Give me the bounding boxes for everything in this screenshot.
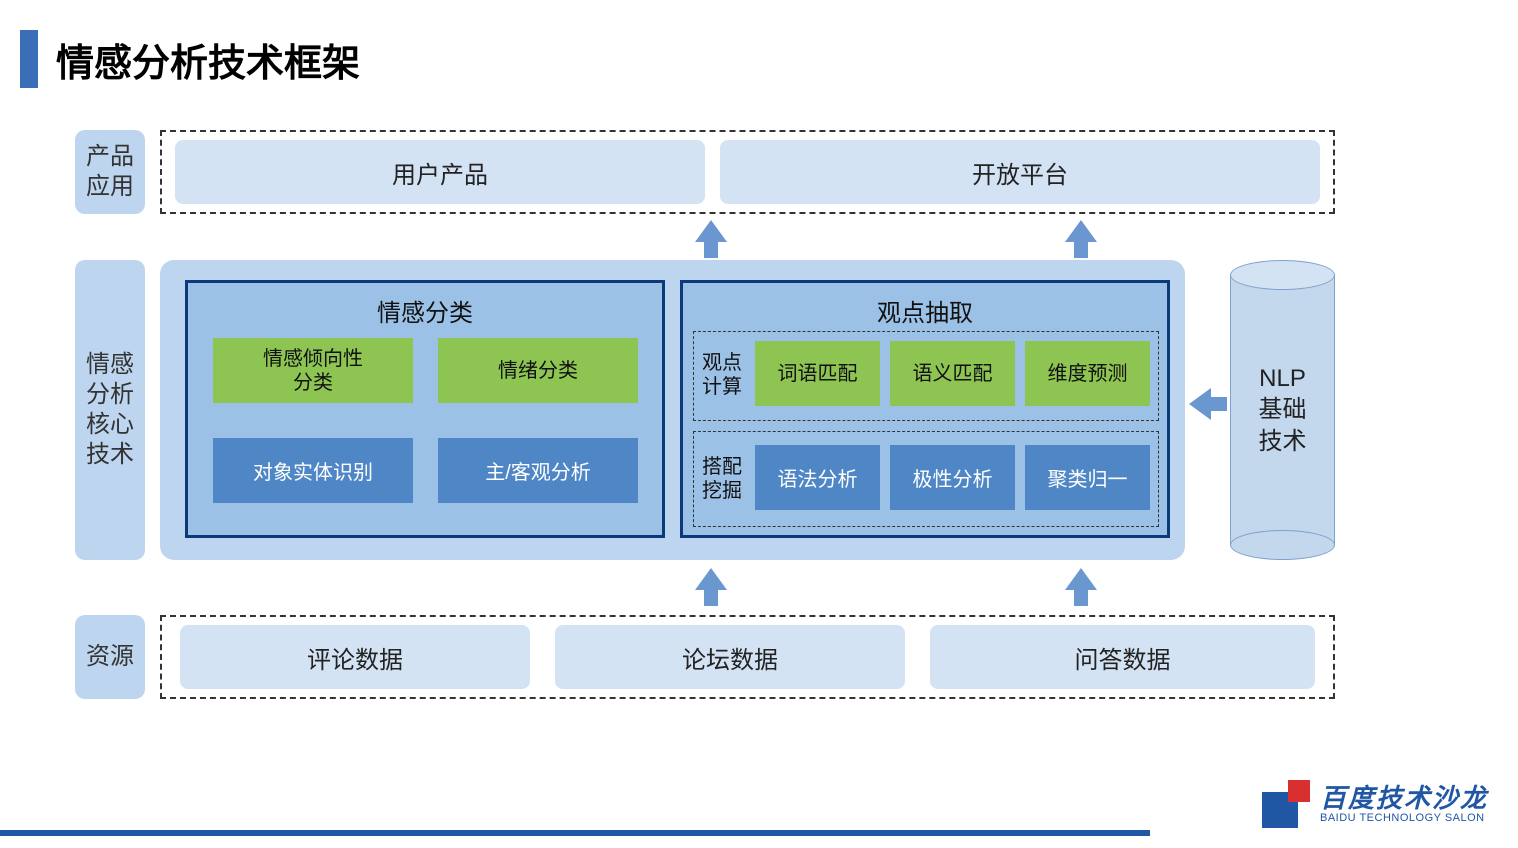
- box-subjectivity-analysis: 主/客观分析: [438, 438, 638, 503]
- resource-box-forum: 论坛数据: [555, 625, 905, 689]
- bottom-accent-stripe: [0, 830, 1150, 836]
- resource-box-review: 评论数据: [180, 625, 530, 689]
- box-word-match: 词语匹配: [755, 341, 880, 406]
- logo-cn-text: 百度技术沙龙: [1320, 784, 1488, 813]
- arrow-up-icon: [1065, 568, 1097, 590]
- baidu-salon-logo: 百度技术沙龙 BAIDU TECHNOLOGY SALON: [1262, 780, 1488, 828]
- nlp-label: NLP 基础 技术: [1259, 363, 1307, 457]
- arrow-up-icon: [695, 568, 727, 590]
- panel-extract-title: 观点抽取: [877, 293, 973, 328]
- box-cluster-normalize: 聚类归一: [1025, 445, 1150, 510]
- panel-classify-title: 情感分类: [377, 293, 473, 328]
- arrow-left-icon: [1189, 388, 1211, 420]
- panel-extract: 观点抽取 观点 计算 词语匹配 语义匹配 维度预测 搭配 挖掘 语法分析 极性分…: [680, 280, 1170, 538]
- slide-title: 情感分析技术框架: [20, 30, 360, 88]
- arrow-up-icon: [1065, 220, 1097, 242]
- title-accent-bar: [20, 30, 38, 88]
- title-text: 情感分析技术框架: [56, 32, 360, 87]
- layer-label-resource: 资源: [75, 615, 145, 699]
- box-syntax-analysis: 语法分析: [755, 445, 880, 510]
- box-entity-recognition: 对象实体识别: [213, 438, 413, 503]
- box-dimension-predict: 维度预测: [1025, 341, 1150, 406]
- layer-label-core: 情感 分析 核心 技术: [75, 260, 145, 560]
- subrow-label-mining: 搭配 挖掘: [697, 455, 747, 503]
- resource-box-qa: 问答数据: [930, 625, 1315, 689]
- logo-icon: [1262, 780, 1310, 828]
- box-polarity-analysis: 极性分析: [890, 445, 1015, 510]
- product-box-user: 用户产品: [175, 140, 705, 204]
- arrow-up-icon: [695, 220, 727, 242]
- nlp-cylinder: NLP 基础 技术: [1230, 260, 1335, 560]
- box-semantic-match: 语义匹配: [890, 341, 1015, 406]
- box-tendency-classify: 情感倾向性 分类: [213, 338, 413, 403]
- product-box-platform: 开放平台: [720, 140, 1320, 204]
- layer-label-product: 产品 应用: [75, 130, 145, 214]
- logo-en-text: BAIDU TECHNOLOGY SALON: [1320, 812, 1488, 824]
- subrow-label-calc: 观点 计算: [697, 351, 747, 399]
- box-emotion-classify: 情绪分类: [438, 338, 638, 403]
- panel-classify: 情感分类 情感倾向性 分类 情绪分类 对象实体识别 主/客观分析: [185, 280, 665, 538]
